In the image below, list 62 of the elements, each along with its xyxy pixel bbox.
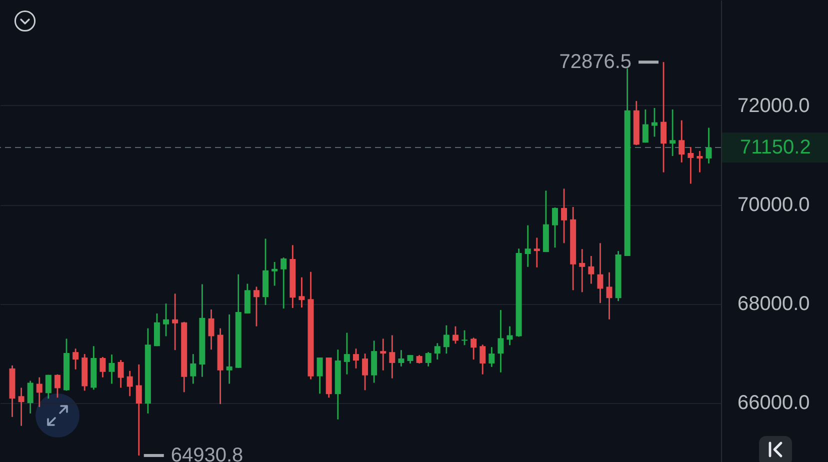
- ref-line-label: 71150.2: [740, 136, 811, 159]
- candlestick: [54, 374, 60, 398]
- candlestick: [506, 326, 513, 346]
- candlestick: [362, 352, 368, 391]
- candlestick: [642, 108, 648, 144]
- candlestick: [488, 346, 495, 368]
- candlestick: [190, 353, 196, 384]
- y-tick-label: 68000.0: [738, 293, 810, 316]
- candlestick: [389, 334, 396, 380]
- candlestick: [462, 330, 468, 346]
- candlestick: [524, 224, 531, 268]
- candlestick: [163, 302, 170, 337]
- candlestick: [136, 364, 142, 456]
- candlestick: [316, 356, 323, 394]
- candlestick: [688, 146, 694, 184]
- candlestick: [606, 272, 612, 320]
- candlestick: [45, 374, 52, 400]
- y-tick-label: 70000.0: [738, 194, 810, 216]
- candlestick: [226, 314, 232, 384]
- candlestick: [253, 286, 260, 328]
- candlestick: [651, 107, 658, 138]
- candlestick: [452, 326, 458, 344]
- annotation: 72876.5: [559, 51, 632, 74]
- y-tick-label: 66000.0: [738, 392, 810, 414]
- candlestick: [588, 255, 594, 284]
- candlestick: [272, 261, 278, 286]
- candlestick: [172, 292, 178, 351]
- candlestick: [425, 351, 432, 368]
- candlestick: [706, 127, 712, 164]
- candlestick: [552, 206, 558, 248]
- candlestick: [100, 356, 106, 378]
- candlestick: [18, 387, 24, 427]
- candlestick: [72, 348, 79, 370]
- candlestick: [660, 61, 667, 174]
- candlestick: [298, 276, 305, 308]
- candlestick: [118, 359, 124, 388]
- candlestick: [443, 324, 450, 354]
- candlestick: [480, 344, 486, 376]
- candlestick: [126, 370, 133, 397]
- candlestick: [154, 312, 160, 347]
- annotation: 64930.8: [170, 444, 244, 462]
- candlestick: [398, 349, 404, 368]
- candlestick: [36, 376, 42, 408]
- candlestick: [579, 248, 586, 293]
- candlestick: [352, 348, 359, 370]
- candlestick: [244, 283, 250, 314]
- candlestick: [208, 308, 214, 350]
- candlestick: [280, 256, 287, 310]
- candlestick: [470, 337, 477, 360]
- candlestick: [696, 150, 703, 174]
- candlestick: [108, 354, 115, 384]
- candlestick: [380, 338, 386, 372]
- candlestick: [27, 380, 34, 414]
- y-tick-label: 72000.0: [738, 94, 810, 117]
- candlestick: [670, 108, 676, 157]
- candlestick: [678, 120, 685, 164]
- candlestick: [534, 236, 540, 268]
- candlestick: [498, 309, 504, 374]
- candlestick: [434, 342, 440, 360]
- candlestick: [344, 332, 350, 376]
- candlestick: [597, 242, 604, 304]
- candlestick: [561, 188, 568, 244]
